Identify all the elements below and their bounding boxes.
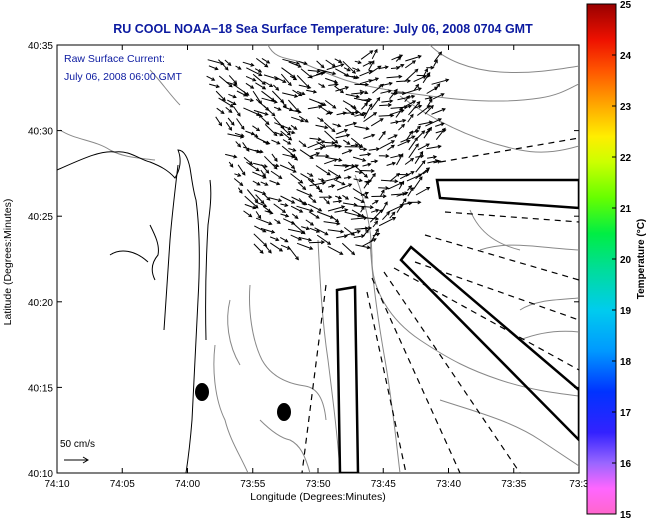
- x-tick-label: 74:00: [175, 479, 200, 490]
- x-tick-label: 73:55: [240, 479, 265, 490]
- marker-ellipse: [277, 403, 291, 421]
- colorbar-tick-label: 20: [620, 255, 632, 266]
- x-tick-label: 73:40: [436, 479, 461, 490]
- colorbar-tick-label: 22: [620, 153, 632, 164]
- y-tick-label: 40:20: [28, 298, 53, 309]
- y-tick-label: 40:30: [28, 127, 53, 138]
- scale-label: 50 cm/s: [60, 439, 95, 450]
- dashed-sector-lines: [301, 137, 579, 473]
- x-tick-label: 73:50: [305, 479, 330, 490]
- figure-title: RU COOL NOAA−18 Sea Surface Temperature:…: [113, 22, 533, 36]
- colorbar-tick-label: 23: [620, 102, 632, 113]
- annotation-line2: July 06, 2008 06:00 GMT: [64, 71, 182, 83]
- colorbar-tick-label: 24: [620, 51, 632, 62]
- y-axis-ticks: 40:35 40:30 40:25 40:20 40:15 40:10: [28, 41, 579, 480]
- y-tick-label: 40:25: [28, 212, 53, 223]
- y-axis-label: Latitude (Degrees:Minutes): [2, 199, 14, 326]
- surface-current-vectors: [206, 48, 450, 261]
- colorbar-tick-label: 17: [620, 408, 632, 419]
- colorbar-tick-label: 18: [620, 357, 632, 368]
- colorbar-tick-label: 15: [620, 510, 632, 518]
- plot-frame: [56, 44, 580, 474]
- annotation-line1: Raw Surface Current:: [64, 53, 165, 65]
- colorbar: [586, 3, 617, 515]
- y-tick-label: 40:15: [28, 383, 53, 394]
- colorbar-tick-label: 25: [620, 0, 632, 11]
- colorbar-tick-label: 16: [620, 459, 632, 470]
- x-tick-label: 74:05: [110, 479, 135, 490]
- x-tick-label: 73:45: [371, 479, 396, 490]
- colorbar-tick-label: 19: [620, 306, 632, 317]
- x-axis-label: Longitude (Degrees:Minutes): [250, 491, 385, 503]
- coastline: [57, 149, 212, 473]
- colorbar-label: Temperature (°C): [636, 219, 647, 300]
- y-tick-label: 40:10: [28, 469, 53, 480]
- survey-boxes: [335, 178, 579, 473]
- x-tick-label: 73:3: [569, 479, 589, 490]
- colorbar-ticks: 25 24 23 22 21 20 19 18 17 16 15: [612, 0, 632, 518]
- y-tick-label: 40:35: [28, 41, 53, 52]
- marker-ellipse: [195, 383, 209, 401]
- x-tick-label: 74:10: [44, 479, 69, 490]
- bathymetry-contours: [59, 45, 579, 473]
- scale-arrow: [64, 456, 89, 464]
- x-axis-ticks: 74:10 74:05 74:00 73:55 73:50 73:45 73:40 73:35…: [44, 45, 589, 490]
- colorbar-tick-label: 21: [620, 204, 632, 215]
- x-tick-label: 73:35: [501, 479, 526, 490]
